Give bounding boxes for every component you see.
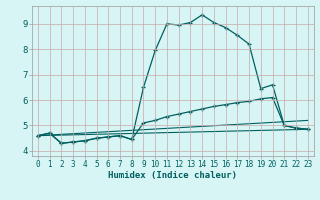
X-axis label: Humidex (Indice chaleur): Humidex (Indice chaleur) — [108, 171, 237, 180]
